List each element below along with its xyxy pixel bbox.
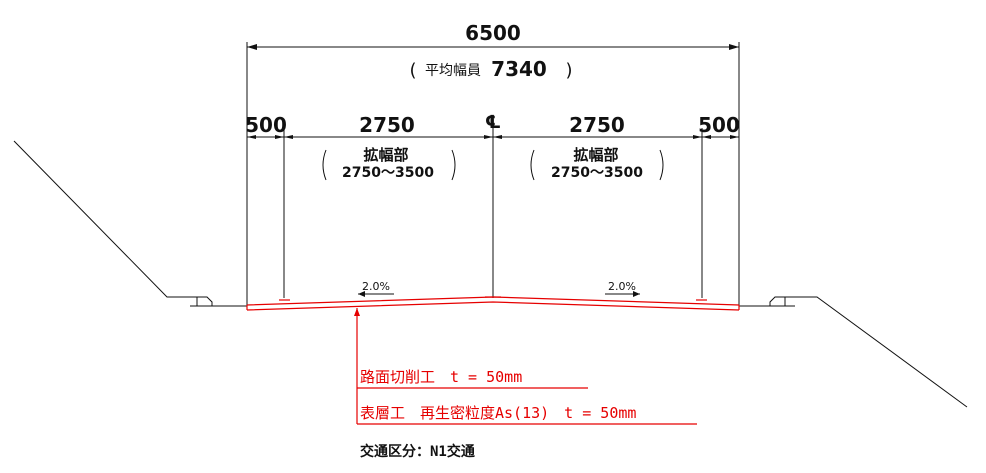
callouts: 路面切削工 t = 50mm 表層工 再生密粒度As(13) t = 50mm bbox=[354, 308, 697, 425]
bracket-close bbox=[659, 149, 664, 181]
widening-range: 2750〜3500 bbox=[551, 165, 643, 181]
arrow-left-icon bbox=[702, 135, 711, 139]
widening-label: 拡幅部 bbox=[363, 146, 408, 164]
bracket-open bbox=[322, 149, 327, 181]
arrow-right-icon bbox=[693, 135, 702, 139]
widening-note-left: 拡幅部 2750〜3500 bbox=[322, 146, 456, 181]
paren-open: ( bbox=[409, 60, 416, 81]
paren-close: ) bbox=[565, 60, 572, 81]
left-curb bbox=[196, 296, 213, 307]
left-shoulder-width: 500 bbox=[245, 113, 287, 137]
arrow-left-icon bbox=[247, 135, 256, 139]
left-lane-width: 2750 bbox=[359, 113, 415, 137]
arrow-left-icon bbox=[284, 135, 293, 139]
widening-range: 2750〜3500 bbox=[342, 165, 434, 181]
lane-dimensions: 500 2750 ℄ 2750 500 bbox=[245, 112, 740, 298]
right-lane-width: 2750 bbox=[569, 113, 625, 137]
ground-profile bbox=[13, 140, 968, 408]
right-cut-slope bbox=[785, 296, 968, 408]
right-shoulder-width: 500 bbox=[698, 113, 740, 137]
arrow-left-icon bbox=[247, 44, 257, 50]
arrow-right-icon bbox=[275, 135, 284, 139]
surface-callout: 表層工 再生密粒度As(13) t = 50mm bbox=[360, 404, 636, 422]
arrow-right-icon bbox=[633, 291, 640, 297]
arrow-left-icon bbox=[358, 291, 365, 297]
pavement bbox=[246, 296, 740, 311]
arrow-left-icon bbox=[493, 135, 502, 139]
slope-right: 2.0% bbox=[605, 280, 640, 297]
leader-arrow-icon bbox=[354, 308, 360, 316]
milling-callout: 路面切削工 t = 50mm bbox=[360, 368, 522, 386]
centerline-symbol: ℄ bbox=[485, 112, 501, 133]
average-width-value: 7340 bbox=[491, 57, 547, 81]
pavement-top bbox=[246, 296, 740, 306]
widening-note-right: 拡幅部 2750〜3500 bbox=[530, 146, 664, 181]
arrow-right-icon bbox=[729, 44, 739, 50]
slope-left: 2.0% bbox=[358, 280, 394, 297]
traffic-class-note: 交通区分：N1交通 bbox=[360, 443, 475, 460]
total-width-label: 6500 bbox=[465, 21, 521, 45]
pavement-bottom bbox=[246, 301, 740, 311]
total-width-dimension: 6500 ( 平均幅員 7340 ) bbox=[246, 21, 740, 305]
slope-right-label: 2.0% bbox=[608, 280, 636, 293]
average-width-label: 平均幅員 bbox=[425, 63, 481, 79]
bracket-close bbox=[451, 149, 456, 181]
right-curb bbox=[769, 296, 786, 307]
slope-left-label: 2.0% bbox=[362, 280, 390, 293]
left-cut-slope bbox=[13, 140, 197, 298]
widening-label: 拡幅部 bbox=[573, 146, 618, 164]
arrow-right-icon bbox=[730, 135, 739, 139]
arrow-right-icon bbox=[484, 135, 493, 139]
bracket-open bbox=[530, 149, 535, 181]
